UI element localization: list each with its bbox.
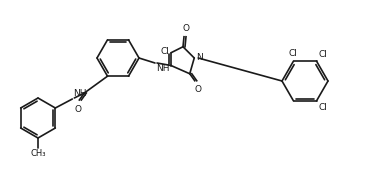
Text: CH₃: CH₃ [30, 149, 46, 158]
Text: Cl: Cl [318, 50, 327, 59]
Text: N: N [196, 54, 203, 62]
Text: O: O [75, 105, 82, 114]
Text: Cl: Cl [160, 47, 169, 56]
Text: Cl: Cl [288, 49, 297, 58]
Text: NH: NH [73, 89, 87, 98]
Text: O: O [194, 85, 201, 94]
Text: NH: NH [156, 64, 170, 73]
Text: O: O [182, 24, 190, 33]
Text: Cl: Cl [318, 103, 327, 112]
